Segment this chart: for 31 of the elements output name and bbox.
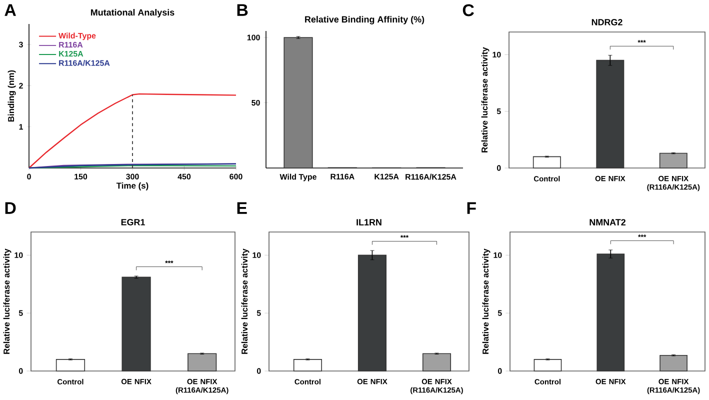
chart-title: NDRG2: [592, 18, 622, 26]
bar: [532, 156, 561, 168]
bar: [660, 354, 688, 372]
bar: [596, 60, 624, 168]
text: C: [462, 4, 474, 16]
y-axis-title: Relative luciferase activity: [241, 248, 250, 354]
chart-title: EGR1: [121, 219, 145, 226]
bar: [56, 359, 86, 372]
bar: [358, 254, 386, 372]
bar: [596, 254, 625, 372]
y-axis-title: Binding (nm): [8, 70, 16, 122]
bar: [534, 359, 562, 372]
text: E: [237, 202, 247, 214]
x-axis-title: Time (s): [116, 182, 148, 190]
bar: [659, 152, 688, 168]
text: A: [4, 4, 16, 16]
bar: [188, 353, 217, 372]
bar: [284, 37, 313, 168]
y-axis-title: Relative luciferase activity: [482, 248, 490, 354]
y-axis-title: Relative luciferase activity: [481, 47, 490, 152]
chart-title: Relative Binding Affinity (%): [305, 16, 424, 24]
chart-title: Mutational Analysis: [90, 8, 174, 18]
text: F: [467, 202, 476, 214]
bar: [422, 353, 452, 372]
bar: [293, 359, 322, 372]
text: D: [5, 202, 16, 214]
chart-title: IL1RN: [356, 219, 382, 226]
chart-title: NMNAT2: [590, 219, 626, 226]
text: B: [237, 4, 248, 16]
bar: [122, 276, 151, 372]
y-axis-title: Relative luciferase activity: [3, 248, 12, 354]
